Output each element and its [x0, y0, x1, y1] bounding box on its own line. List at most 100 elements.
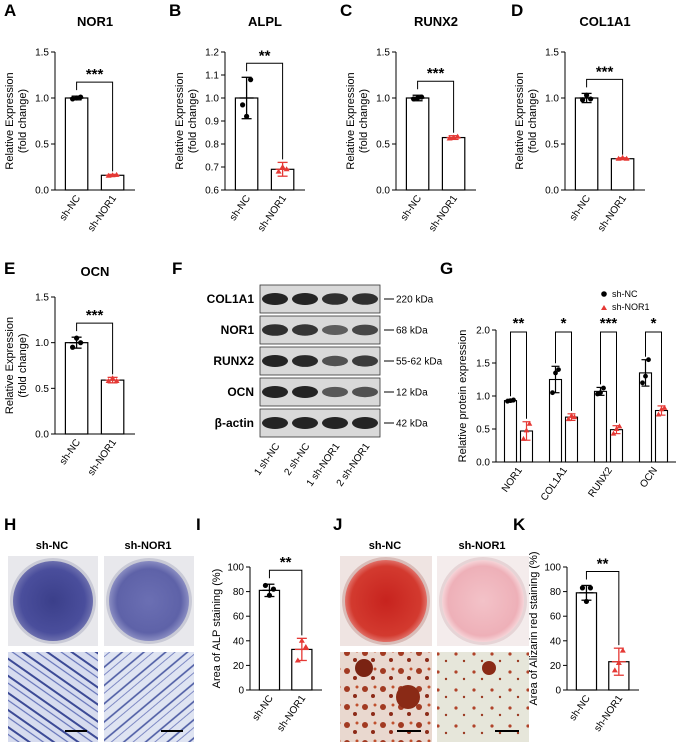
data-point — [615, 659, 622, 665]
data-point — [523, 427, 530, 433]
j-nodule — [396, 685, 420, 709]
data-point — [454, 133, 461, 139]
data-point — [511, 397, 516, 403]
y-tick-label: 1.5 — [476, 359, 490, 370]
panel-label-d: D — [511, 1, 523, 20]
data-point — [113, 171, 120, 177]
chart-i-alp-area: 0 20 40 60 80 100 Area of ALP staining (%) sh-N… — [211, 554, 322, 734]
significance-bracket — [76, 322, 114, 375]
h-micro-nc-image — [8, 652, 98, 742]
data-point — [613, 426, 620, 431]
panel-label-k: K — [513, 515, 526, 534]
data-point — [526, 420, 533, 426]
y-tick-label: 0.9 — [205, 117, 219, 128]
chart-k-alizarin-area: 0 20 40 60 80 100 Area of Alizarin red stainin… — [528, 551, 639, 734]
data-point — [109, 375, 116, 381]
x-tick-label: sh-NC — [58, 193, 83, 223]
data-point — [283, 166, 290, 172]
x-tick-label: sh-NOR1 — [427, 193, 460, 234]
data-point — [419, 94, 425, 100]
x-tick-label: sh-NOR1 — [256, 193, 289, 234]
data-point — [611, 667, 618, 673]
data-point — [556, 367, 561, 372]
data-point — [579, 585, 586, 591]
y-tick-label: 1.0 — [476, 392, 490, 403]
panel-label-e: E — [4, 259, 15, 278]
data-point — [588, 96, 594, 102]
bar — [64, 97, 89, 191]
bar — [503, 400, 518, 463]
x-tick-label: sh-NOR1 — [592, 693, 625, 734]
x-tick-label: OCN — [638, 465, 660, 490]
y-tick-label: 2.0 — [476, 326, 490, 337]
bar — [575, 592, 598, 691]
chart-e-ocn: OCN 0.0 0.5 1.0 1.5 Relative Expression (fold … — [4, 264, 135, 478]
panel-label-h: H — [4, 515, 16, 534]
y-tick-label: 20 — [233, 661, 245, 672]
significance-mark: *** — [427, 65, 445, 82]
blot-band — [262, 417, 288, 429]
y-axis-label: Relative Expression — [4, 72, 16, 169]
y-tick-label: 0 — [555, 686, 561, 697]
j-label-left: sh-NC — [369, 540, 401, 552]
panel-label-g: G — [440, 259, 453, 278]
data-point — [113, 378, 120, 384]
y-tick-label: 1.2 — [205, 48, 219, 59]
chart-title: NOR1 — [77, 14, 113, 29]
blot-band — [292, 386, 318, 398]
blot-band — [352, 324, 378, 336]
blot-band — [352, 355, 378, 367]
blot-protein-label: β-actin — [215, 416, 254, 430]
blot-size-label: 12 kDa — [396, 388, 428, 399]
y-axis-label: Relative Expression — [4, 317, 16, 414]
j-dish-sh-image — [442, 560, 524, 642]
y-tick-label: 1.5 — [35, 48, 49, 59]
data-point — [553, 370, 558, 376]
data-point — [78, 340, 84, 346]
legend-marker-sh-nc — [601, 291, 607, 297]
blot-lane-label: 2 sh-NC — [282, 441, 312, 477]
y-tick-label: 0.0 — [476, 458, 490, 469]
panel-label-b: B — [169, 1, 181, 20]
y-tick-label: 1.5 — [545, 48, 559, 59]
blot-band — [352, 417, 378, 429]
data-point — [74, 335, 80, 341]
y-axis-label: Area of ALP staining (%) — [211, 569, 223, 689]
data-point — [584, 92, 590, 98]
y-tick-label: 0.5 — [376, 140, 390, 151]
j-label-right: sh-NOR1 — [458, 540, 505, 552]
bar — [100, 379, 125, 435]
x-tick-label: sh-NOR1 — [86, 193, 119, 234]
bar — [258, 589, 281, 691]
data-point — [598, 390, 603, 396]
chart-title: ALPL — [248, 14, 282, 29]
data-point — [105, 378, 112, 384]
bar — [654, 409, 669, 463]
data-point — [571, 414, 578, 420]
significance-bracket — [417, 80, 455, 133]
y-tick-label: 20 — [550, 661, 562, 672]
data-point — [601, 385, 606, 391]
blot-size-label: 68 kDa — [396, 326, 428, 337]
blot-band — [262, 293, 288, 305]
data-point — [583, 598, 590, 605]
legend-label: sh-NOR1 — [612, 302, 650, 312]
chart-g-protein-expression: 0.0 0.5 1.0 1.5 2.0 Relative protein expressi… — [457, 289, 676, 503]
blot-protein-label: COL1A1 — [207, 292, 255, 306]
data-point — [275, 168, 282, 174]
h-label-left: sh-NC — [36, 540, 68, 552]
data-point — [640, 380, 645, 386]
y-tick-label: 40 — [550, 636, 562, 647]
h-dish-sh-image — [109, 561, 189, 641]
x-tick-label: NOR1 — [500, 465, 525, 494]
significance-bracket — [586, 78, 624, 155]
data-point — [302, 643, 309, 649]
blot-band — [322, 386, 348, 398]
y-tick-label: 1.0 — [35, 94, 49, 105]
significance-bracket — [510, 331, 527, 419]
significance-bracket — [555, 331, 572, 411]
western-blot: COL1A1 220 kDa NOR1 68 kDa RUNX2 55-62 kDa OCN… — [207, 284, 443, 489]
data-point — [587, 585, 594, 591]
bar — [64, 342, 89, 435]
significance-bracket — [585, 570, 620, 646]
